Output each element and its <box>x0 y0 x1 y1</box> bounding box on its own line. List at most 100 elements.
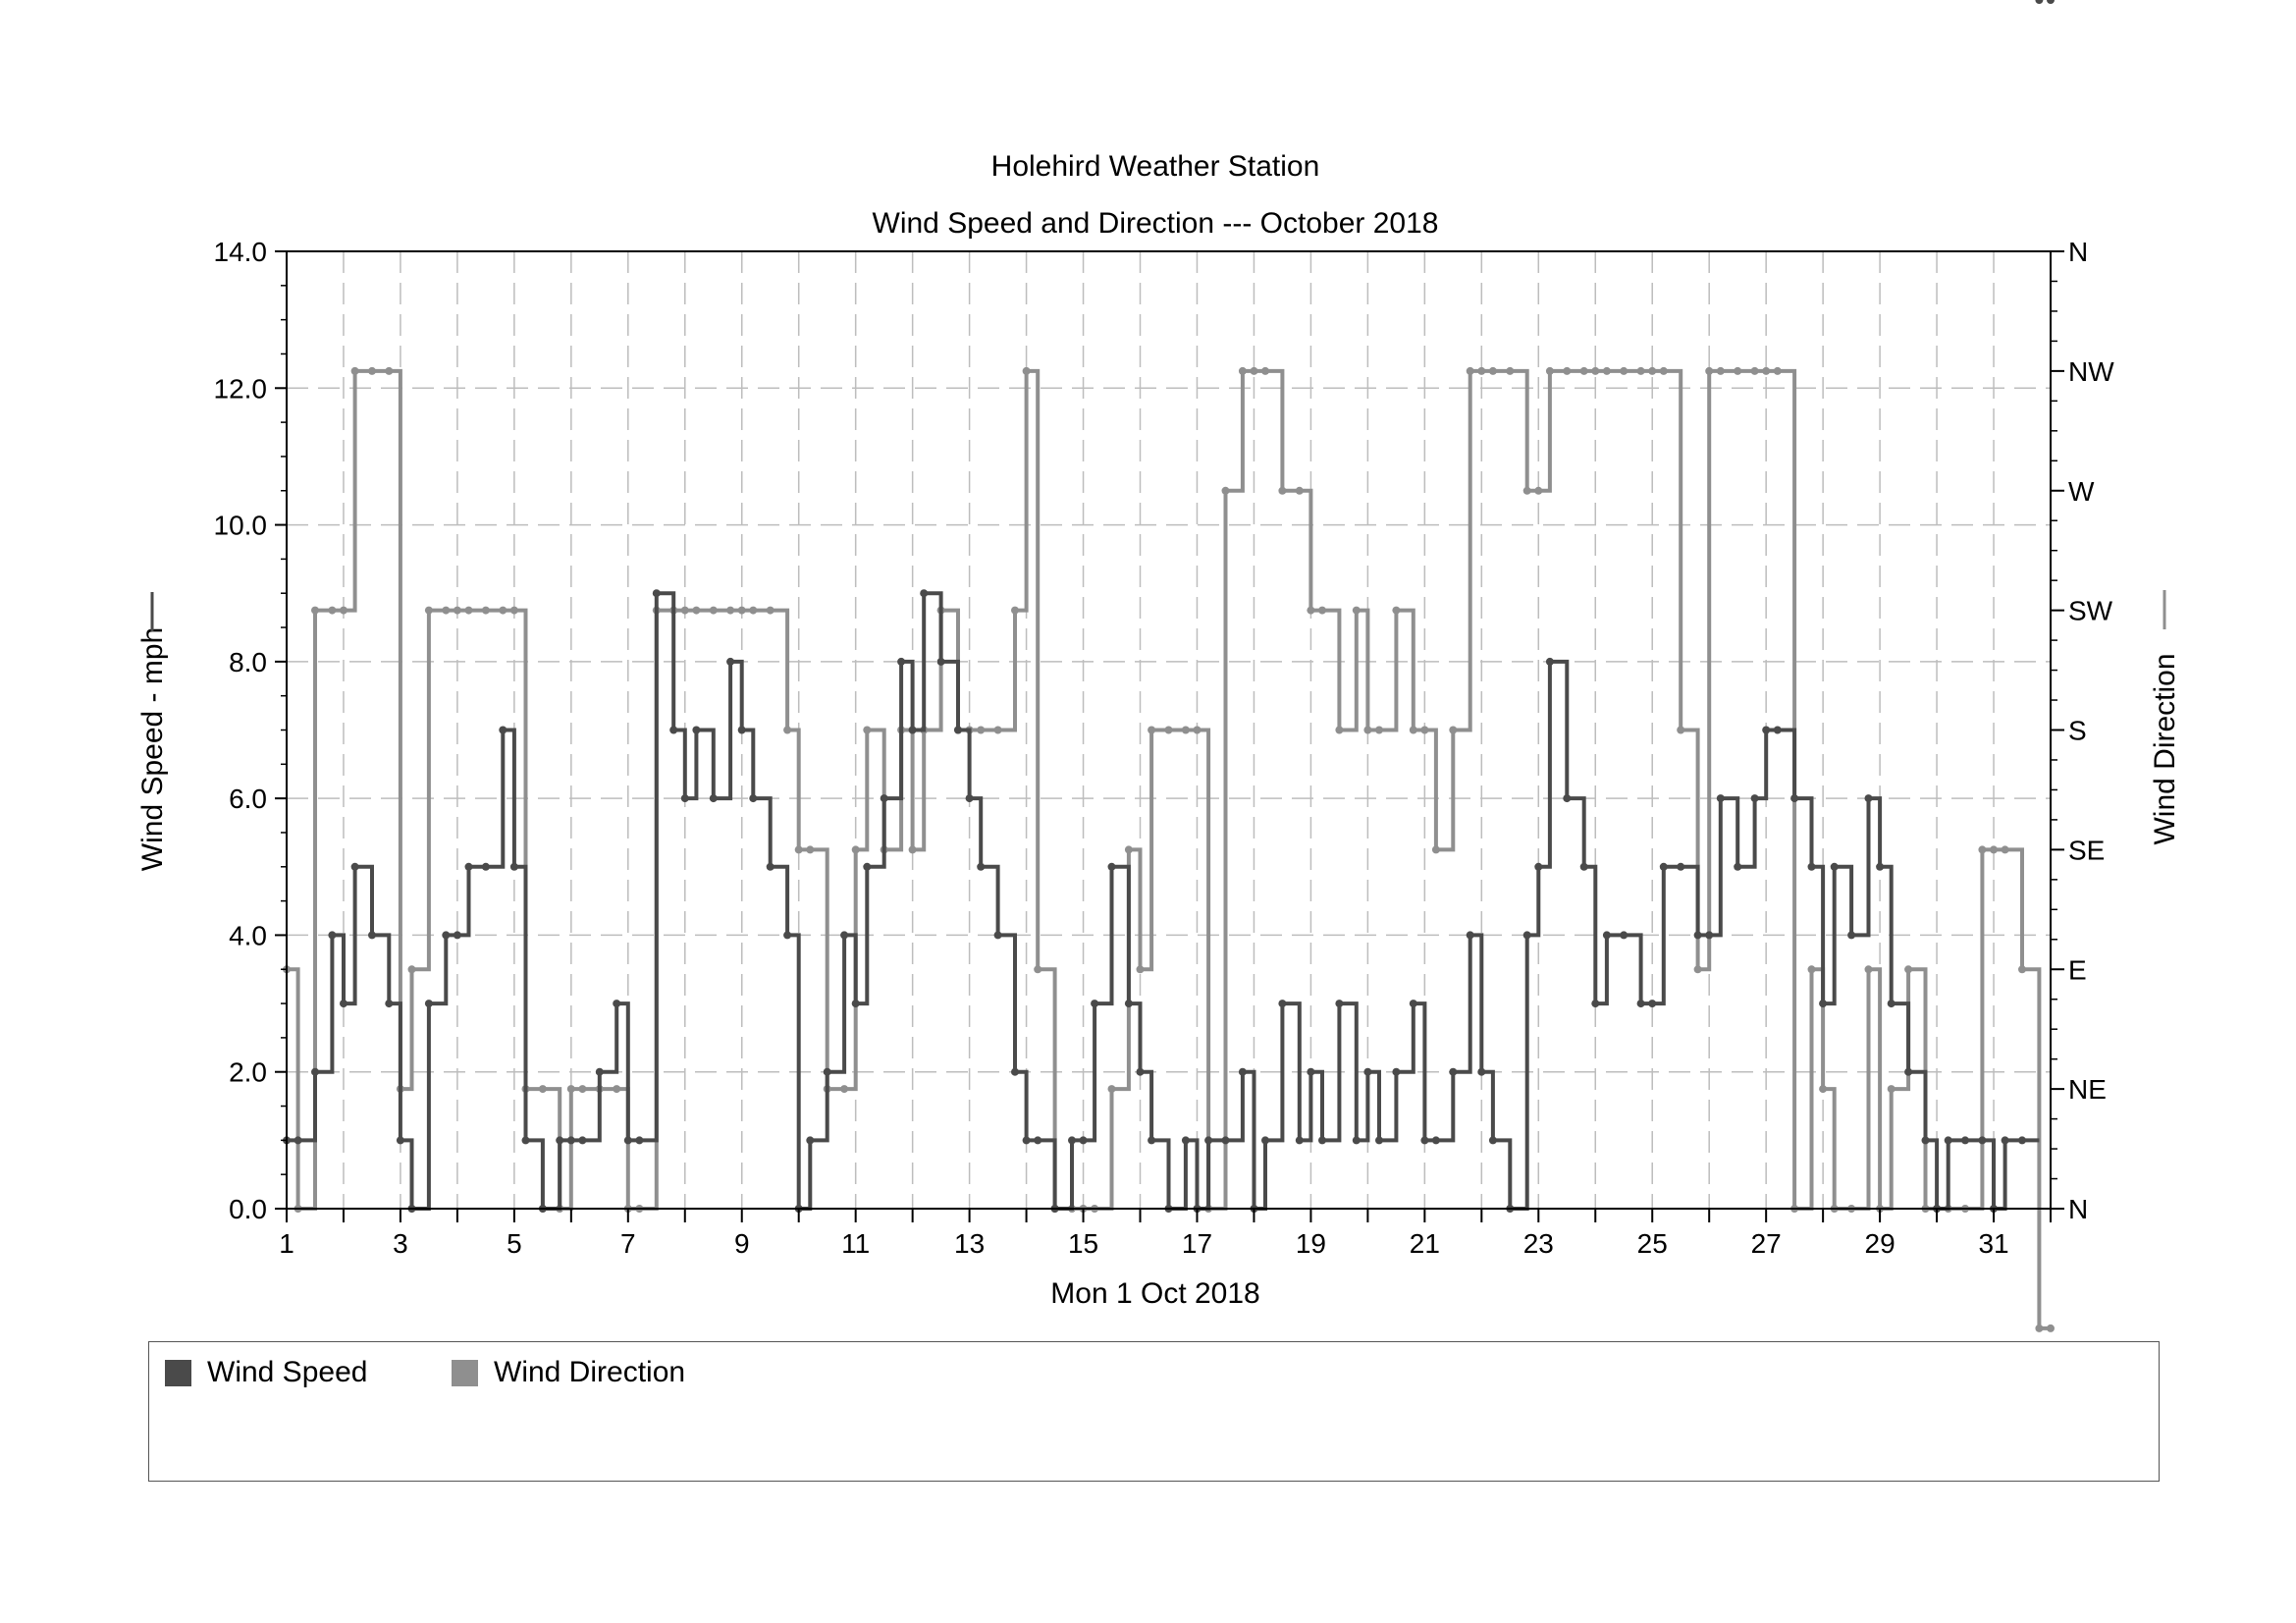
wind-direction-point <box>1819 1085 1828 1094</box>
right-tick-label: SW <box>2068 596 2113 626</box>
wind-speed-point <box>1705 931 1714 940</box>
wind-speed-point <box>396 1136 404 1145</box>
wind-speed-point <box>1034 1136 1042 1145</box>
wind-direction-point <box>1807 965 1816 974</box>
wind-direction-point <box>1375 726 1383 734</box>
wind-direction-point <box>1431 845 1440 854</box>
wind-direction-point <box>1488 366 1497 375</box>
wind-direction-point <box>692 606 701 615</box>
wind-direction-point <box>613 1085 621 1094</box>
wind-speed-point <box>1921 1136 1930 1145</box>
wind-direction-point <box>1164 726 1173 734</box>
wind-direction-point <box>1750 366 1759 375</box>
wind-direction-point <box>328 606 337 615</box>
x-tick-label: 11 <box>841 1228 870 1259</box>
wind-direction-point <box>1022 366 1031 375</box>
wind-direction-point <box>368 366 376 375</box>
wind-direction-point <box>1677 726 1685 734</box>
wind-speed-point <box>1734 862 1742 871</box>
wind-direction-point <box>1620 366 1629 375</box>
x-tick-label: 13 <box>954 1228 985 1259</box>
wind-direction-point <box>1466 366 1474 375</box>
wind-speed-point <box>424 1000 433 1008</box>
wind-speed-point <box>863 862 872 871</box>
wind-speed-point <box>1307 1067 1315 1076</box>
left-tick-label: 8.0 <box>229 647 267 677</box>
wind-direction-point <box>1307 606 1315 615</box>
wind-direction-point <box>1545 366 1554 375</box>
wind-speed-point <box>328 931 337 940</box>
wind-direction-point <box>1734 366 1742 375</box>
wind-speed-point <box>623 1136 632 1145</box>
wind-direction-point <box>1136 965 1145 974</box>
x-tick-label: 19 <box>1296 1228 1326 1259</box>
x-tick-label: 21 <box>1410 1228 1440 1259</box>
wind-direction-point <box>1887 1085 1896 1094</box>
wind-speed-line <box>287 591 2040 1211</box>
left-tick-label: 0.0 <box>229 1194 267 1224</box>
wind-speed-point <box>1318 1136 1326 1145</box>
legend-item-wind-direction: Wind Direction <box>452 1356 685 1389</box>
wind-speed-point <box>1221 1136 1230 1145</box>
wind-speed-point <box>1591 1000 1600 1008</box>
wind-speed-point <box>1488 1136 1497 1145</box>
wind-direction-point <box>1409 726 1417 734</box>
wind-speed-point <box>1409 1000 1417 1008</box>
wind-speed-point <box>993 931 1002 940</box>
x-tick-label: 25 <box>1637 1228 1668 1259</box>
wind-speed-point <box>635 1136 644 1145</box>
wind-speed-point <box>709 794 718 803</box>
wind-direction-point <box>340 606 347 615</box>
wind-speed-point <box>1363 1067 1372 1076</box>
wind-speed-point <box>385 1000 394 1008</box>
wind-direction-point <box>794 845 803 854</box>
wind-direction-point <box>499 606 507 615</box>
legend-label-wind-speed: Wind Speed <box>207 1356 368 1388</box>
wind-direction-point <box>1318 606 1326 615</box>
wind-speed-point <box>1079 1136 1088 1145</box>
wind-direction-point <box>783 726 792 734</box>
wind-direction-point <box>709 606 718 615</box>
wind-direction-point <box>350 366 359 375</box>
wind-speed-point <box>766 862 774 871</box>
left-y-axis: 0.0 2.0 4.0 6.0 8.0 10.0 12.0 14.0 <box>214 237 287 1224</box>
wind-direction-point <box>1990 845 1998 854</box>
wind-speed-point <box>1876 862 1885 871</box>
wind-speed-point <box>1136 1067 1145 1076</box>
wind-speed-point <box>1602 931 1611 940</box>
legend-label-wind-direction: Wind Direction <box>494 1356 686 1388</box>
wind-speed-point <box>1790 794 1799 803</box>
wind-speed-point <box>1819 1000 1828 1008</box>
wind-speed-point <box>851 1000 860 1008</box>
wind-direction-point <box>407 965 416 974</box>
wind-direction-point <box>1363 726 1372 734</box>
wind-speed-point <box>311 1067 319 1076</box>
wind-speed-point <box>1847 931 1856 940</box>
wind-speed-point <box>1716 794 1725 803</box>
wind-speed-point <box>1579 862 1588 871</box>
left-tick-label: 2.0 <box>229 1057 267 1088</box>
wind-speed-point <box>1904 1067 1913 1076</box>
wind-speed-point <box>1978 1136 1987 1145</box>
x-tick-label: 5 <box>507 1228 522 1259</box>
x-tick-label: 23 <box>1523 1228 1554 1259</box>
wind-speed-point <box>509 862 518 871</box>
wind-speed-point <box>840 931 849 940</box>
wind-speed-point <box>2001 1136 2009 1145</box>
wind-direction-point <box>806 845 815 854</box>
x-tick-label: 17 <box>1182 1228 1212 1259</box>
wind-direction-point <box>566 1085 575 1094</box>
wind-direction-point <box>1352 606 1361 615</box>
x-tick-label: 15 <box>1068 1228 1098 1259</box>
wind-direction-point <box>1011 606 1019 615</box>
x-tick-label: 1 <box>279 1228 294 1259</box>
wind-direction-point <box>1636 366 1645 375</box>
wind-direction-point <box>1648 366 1657 375</box>
wind-speed-point <box>1762 726 1771 734</box>
chart-subtitle: Wind Speed and Direction --- October 201… <box>873 207 1439 240</box>
wind-speed-point <box>823 1067 831 1076</box>
wind-speed-point <box>1181 1136 1190 1145</box>
y-axis-label-right: Wind Direction <box>2149 590 2181 845</box>
wind-direction-point <box>1904 965 1913 974</box>
wind-direction-point <box>1261 366 1269 375</box>
